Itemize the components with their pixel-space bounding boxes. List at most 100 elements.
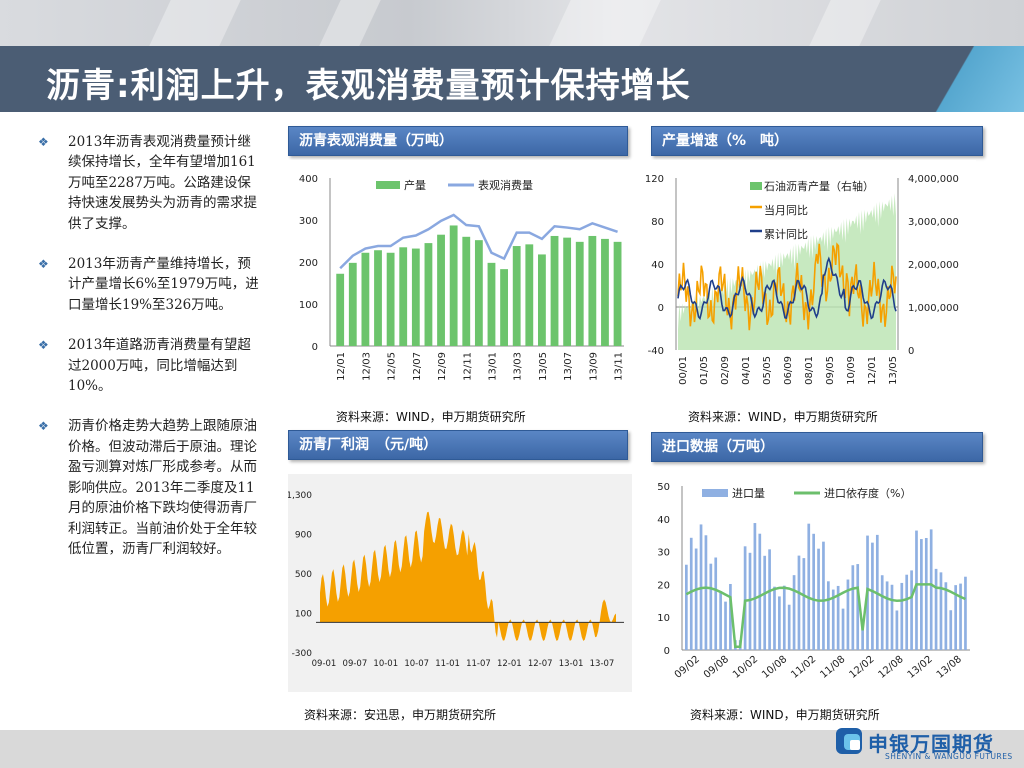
logo-english: SHENYIN & WANGUO FUTURES bbox=[885, 752, 1013, 761]
legend-label: 当月同比 bbox=[764, 203, 808, 217]
x-tick-label: 01/05 bbox=[699, 356, 710, 385]
bar bbox=[500, 269, 508, 346]
bar bbox=[905, 574, 909, 650]
series-line bbox=[677, 256, 897, 321]
bar bbox=[822, 541, 825, 650]
x-tick-label: 00/01 bbox=[678, 356, 689, 385]
x-tick-label: 13-01 bbox=[559, 659, 584, 669]
bar bbox=[924, 537, 928, 650]
bar bbox=[714, 557, 718, 650]
bullet-text: 沥青价格走势大趋势上跟随原油价格。但波动滞后于原油。理论盈亏测算对炼厂形成参考。… bbox=[68, 418, 257, 557]
bar bbox=[861, 620, 864, 650]
bar bbox=[802, 558, 806, 650]
bar bbox=[890, 584, 894, 650]
x-tick-label: 12/07 bbox=[412, 352, 423, 381]
bar bbox=[601, 238, 609, 346]
legend-label: 进口依存度（%） bbox=[824, 486, 911, 500]
bar bbox=[374, 250, 382, 346]
bullet-item: ❖ 2013年沥青表观消费量预计继续保持增长，全年有望增加161万吨至2287万吨… bbox=[38, 132, 260, 234]
bar bbox=[411, 248, 420, 346]
bar bbox=[348, 262, 357, 346]
bar bbox=[910, 570, 913, 650]
bar bbox=[797, 555, 801, 650]
bar bbox=[934, 568, 938, 650]
bar bbox=[361, 252, 370, 346]
x-tick-label: 12/08 bbox=[877, 654, 906, 681]
bar bbox=[836, 585, 840, 650]
legend-label: 表观消费量 bbox=[478, 178, 533, 192]
bar bbox=[964, 576, 967, 650]
y-tick-label: 1,300 bbox=[288, 491, 312, 501]
x-tick-label: 12-01 bbox=[497, 659, 522, 669]
bar bbox=[399, 247, 408, 346]
bar bbox=[846, 579, 850, 650]
left-tick-label: 120 bbox=[645, 174, 664, 185]
x-tick-label: 13/09 bbox=[588, 352, 599, 381]
bar bbox=[689, 537, 693, 650]
x-tick-label: 13/01 bbox=[487, 352, 498, 381]
bullet-list: ❖ 2013年沥青表观消费量预计继续保持增长，全年有望增加161万吨至2287万吨… bbox=[38, 132, 260, 579]
legend-swatch bbox=[750, 182, 762, 190]
x-tick-label: 10-07 bbox=[404, 659, 429, 669]
y-tick-label: 400 bbox=[299, 174, 318, 185]
top-banner bbox=[0, 0, 1024, 46]
bar bbox=[949, 610, 953, 650]
x-tick-label: 09-07 bbox=[343, 659, 368, 669]
bar bbox=[915, 530, 918, 650]
bar bbox=[424, 243, 433, 346]
legend-label: 产量 bbox=[404, 178, 426, 192]
bar bbox=[831, 589, 835, 650]
shenyin-wanguo-logo-icon bbox=[836, 728, 862, 754]
bar bbox=[575, 241, 584, 346]
bar bbox=[563, 237, 572, 346]
bar bbox=[920, 539, 923, 650]
diamond-bullet-icon: ❖ bbox=[38, 338, 49, 353]
legend-label: 进口量 bbox=[732, 487, 765, 500]
bar bbox=[709, 563, 713, 650]
bar bbox=[768, 549, 771, 650]
bar bbox=[386, 252, 395, 346]
y-tick-label: 0 bbox=[312, 342, 318, 353]
diamond-bullet-icon: ❖ bbox=[38, 419, 49, 434]
consumption-panel-title: 沥青表观消费量（万吨） bbox=[288, 126, 628, 156]
bar bbox=[525, 244, 534, 346]
x-tick-label: 13/08 bbox=[935, 654, 964, 681]
x-tick-label: 12/01 bbox=[867, 356, 878, 385]
bar bbox=[704, 535, 708, 650]
title-bar bbox=[0, 46, 1024, 112]
diamond-bullet-icon: ❖ bbox=[38, 135, 49, 149]
bar bbox=[841, 608, 845, 650]
bar bbox=[763, 555, 767, 650]
bar bbox=[851, 565, 855, 650]
x-tick-label: 04/01 bbox=[741, 356, 752, 385]
y-tick-label: 50 bbox=[657, 482, 670, 493]
bar bbox=[787, 604, 791, 650]
bar bbox=[954, 585, 958, 650]
bullet-text: 2013年沥青产量维持增长，预计产量增长6%至1979万吨，进口量增长19%至3… bbox=[68, 256, 259, 313]
bar bbox=[880, 575, 884, 650]
x-tick-label: 08/01 bbox=[804, 356, 815, 385]
diamond-bullet-icon: ❖ bbox=[38, 257, 49, 272]
right-tick-label: 1,000,000 bbox=[908, 303, 959, 314]
x-tick-label: 12/09 bbox=[437, 352, 448, 381]
bullet-item: ❖ 2013年道路沥青消费量有望超过2000万吨，同比增幅达到10%。 bbox=[38, 335, 260, 396]
bar bbox=[685, 564, 688, 650]
profit-source: 资料来源：安迅思，申万期货研究所 bbox=[304, 708, 497, 722]
x-tick-label: 12/01 bbox=[336, 352, 347, 381]
bar bbox=[729, 583, 732, 650]
bullet-text: 2013年道路沥青消费量有望超过2000万吨，同比增幅达到10%。 bbox=[68, 337, 251, 395]
x-tick-label: 13/07 bbox=[563, 352, 574, 381]
series-line bbox=[685, 583, 966, 648]
legend-label: 石油沥青产量（右轴） bbox=[764, 179, 874, 193]
bar bbox=[462, 236, 471, 346]
x-tick-label: 05/05 bbox=[762, 356, 773, 385]
bar bbox=[944, 582, 948, 650]
area-series bbox=[320, 511, 616, 641]
x-tick-label: 12/11 bbox=[462, 352, 473, 381]
x-tick-label: 13/05 bbox=[538, 352, 549, 381]
x-tick-label: 13-07 bbox=[590, 659, 615, 669]
x-tick-label: 11/02 bbox=[789, 654, 818, 681]
x-tick-label: 13/11 bbox=[614, 352, 625, 381]
growth-source: 资料来源：WIND，申万期货研究所 bbox=[688, 410, 878, 424]
growth-panel-title: 产量增速（% 吨） bbox=[651, 126, 983, 156]
